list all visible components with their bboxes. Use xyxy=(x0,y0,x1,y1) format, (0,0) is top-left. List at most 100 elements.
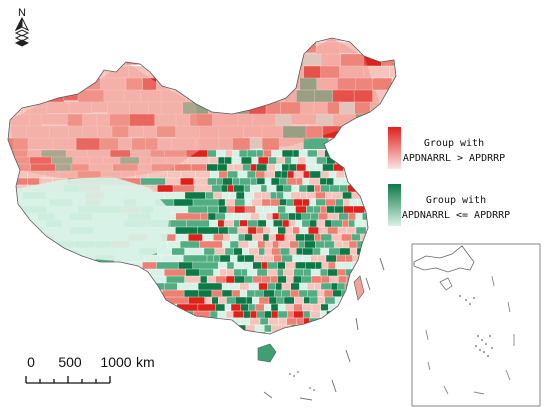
county-region xyxy=(8,317,29,329)
county-region xyxy=(302,198,311,207)
county-region xyxy=(332,149,344,160)
county-region xyxy=(399,290,408,300)
county-region xyxy=(8,303,26,321)
county-region xyxy=(303,296,311,304)
county-region xyxy=(239,317,251,326)
county-region xyxy=(291,156,299,166)
county-region xyxy=(8,53,27,66)
county-region xyxy=(376,156,386,164)
county-region xyxy=(382,247,394,259)
county-region xyxy=(8,212,27,233)
county-region xyxy=(369,233,377,241)
county-region xyxy=(142,324,170,334)
north-arrow-icon xyxy=(14,16,30,47)
county-region xyxy=(376,324,387,334)
county-region xyxy=(320,303,330,311)
county-region xyxy=(391,77,396,94)
county-region xyxy=(375,310,387,323)
county-region xyxy=(344,310,353,322)
inset-island-dot xyxy=(485,343,487,345)
county-region xyxy=(168,324,190,334)
county-region xyxy=(27,289,53,307)
county-region xyxy=(206,254,215,263)
county-region xyxy=(368,170,380,181)
county-region xyxy=(121,296,141,313)
county-region xyxy=(283,191,292,200)
inset-island-dot xyxy=(483,351,485,353)
county-region xyxy=(388,254,396,267)
county-region xyxy=(242,163,252,172)
county-region xyxy=(207,205,220,214)
county-region xyxy=(219,41,245,56)
county-region xyxy=(379,240,390,249)
county-region xyxy=(224,303,232,311)
county-region xyxy=(71,65,90,79)
county-region xyxy=(365,198,378,207)
county-region xyxy=(207,89,224,102)
county-region xyxy=(51,324,71,334)
county-region xyxy=(98,303,113,316)
county-region xyxy=(219,331,229,334)
county-region xyxy=(370,324,378,333)
county-region xyxy=(315,198,327,206)
county-region xyxy=(365,240,373,249)
county-region xyxy=(115,331,130,334)
county-region xyxy=(341,137,363,156)
county-region xyxy=(309,324,318,333)
county-region xyxy=(110,289,132,306)
county-region xyxy=(126,38,140,51)
county-region xyxy=(294,331,302,334)
county-region xyxy=(139,296,164,317)
north-arrow: N xyxy=(14,7,30,47)
county-region xyxy=(26,65,47,80)
county-region xyxy=(221,339,232,348)
county-region xyxy=(38,41,56,61)
county-region xyxy=(266,163,276,172)
county-region xyxy=(213,191,223,201)
county-region xyxy=(273,219,284,228)
county-region xyxy=(306,282,316,291)
county-region xyxy=(8,233,20,249)
county-region xyxy=(125,303,150,319)
county-region xyxy=(115,261,130,281)
county-region xyxy=(114,275,133,295)
county-region xyxy=(335,170,345,179)
county-region xyxy=(85,331,104,334)
county-region xyxy=(274,170,282,179)
county-region xyxy=(392,289,396,302)
county-region xyxy=(238,339,245,348)
county-region xyxy=(358,41,379,54)
county-region xyxy=(317,324,325,333)
county-region xyxy=(54,41,81,62)
county-region xyxy=(230,303,242,312)
county-region xyxy=(398,283,406,290)
county-region xyxy=(292,254,304,263)
county-region xyxy=(307,149,318,158)
county-region xyxy=(53,310,71,329)
county-region xyxy=(205,339,213,346)
county-region xyxy=(390,296,396,306)
county-region xyxy=(57,254,71,269)
county-region xyxy=(102,41,116,56)
county-region xyxy=(238,240,250,249)
county-region xyxy=(235,53,255,70)
county-region xyxy=(213,254,221,263)
county-region xyxy=(375,163,387,175)
scale-bar-line xyxy=(25,376,111,384)
county-region xyxy=(184,53,200,74)
county-region xyxy=(395,275,396,288)
county-region xyxy=(330,317,343,328)
county-region xyxy=(327,226,339,235)
county-region xyxy=(383,296,392,307)
county-region xyxy=(388,317,396,330)
inset-hainan xyxy=(439,277,453,291)
county-region xyxy=(204,296,213,305)
hainan-island xyxy=(257,343,277,363)
county-region xyxy=(370,156,378,165)
county-region xyxy=(329,275,339,285)
county-region xyxy=(306,191,316,199)
county-region xyxy=(165,310,182,331)
county-region xyxy=(51,289,67,306)
county-region xyxy=(73,53,97,72)
north-arrow-letter: N xyxy=(18,7,26,19)
